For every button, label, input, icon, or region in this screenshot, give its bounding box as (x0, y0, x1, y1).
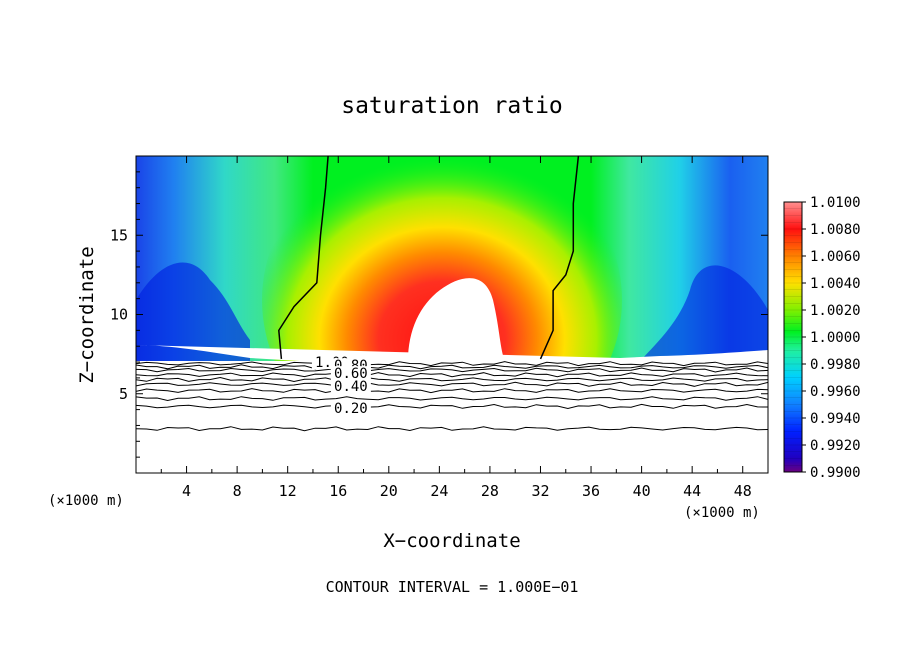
x-tick-label: 20 (380, 482, 398, 500)
contour-line (136, 361, 768, 367)
contour-lines-below (136, 361, 768, 432)
contour-line (136, 381, 768, 387)
y-tick-label: 10 (110, 306, 128, 324)
colorbar-label: 0.9960 (810, 384, 861, 400)
x-tick-label: 40 (633, 482, 651, 500)
contour-line (136, 367, 768, 373)
contour-interval-footer: CONTOUR INTERVAL = 1.000E−01 (326, 578, 579, 596)
x-tick-label: 16 (329, 482, 347, 500)
colorbar-fill (784, 202, 802, 472)
x-tick-label: 12 (279, 482, 297, 500)
colorbar-label: 1.0060 (810, 249, 861, 265)
colorbar-label: 0.9900 (810, 465, 861, 481)
x-tick-label: 44 (683, 482, 701, 500)
x-unit-right: (×1000 m) (684, 505, 760, 521)
contour-line (136, 426, 768, 432)
x-tick-label: 4 (182, 482, 191, 500)
y-axis-ticks: 5 10 15 (110, 171, 768, 458)
contour-labels: 1.000.800.600.400.20 (311, 355, 371, 417)
x-tick-label: 48 (734, 482, 752, 500)
x-axis-ticks: 4 8 12 16 20 24 28 32 36 40 44 48 (160, 156, 752, 500)
contour-line (136, 388, 768, 394)
x-axis-label: X−coordinate (383, 530, 520, 552)
colorbar-label: 1.0040 (810, 276, 861, 292)
plot-area: 1.000.800.600.400.20 (136, 156, 768, 473)
colorbar-band-lines (784, 208, 802, 466)
contour-line (136, 403, 768, 410)
colorbar-labels: 1.0100 1.0080 1.0060 1.0040 1.0020 1.0000 0.99… (802, 195, 861, 481)
y-tick-label: 5 (119, 385, 128, 403)
cloud-top-edge (136, 345, 768, 361)
contour-label: 0.40 (334, 379, 368, 395)
contour-label-backdrop (330, 401, 371, 416)
contour-line (136, 364, 768, 370)
colorbar-label: 1.0100 (810, 195, 861, 211)
colorbar-label: 1.0000 (810, 330, 861, 346)
contour-label-backdrop (330, 378, 371, 393)
contour-line (136, 396, 768, 402)
unity-contour-right (539, 156, 580, 360)
contour-label: 0.60 (334, 366, 368, 382)
y-tick-label: 15 (110, 226, 128, 244)
x-tick-label: 36 (582, 482, 600, 500)
colorbar-label: 1.0080 (810, 222, 861, 238)
contour-label: 0.20 (334, 401, 368, 417)
colorbar: 1.0100 1.0080 1.0060 1.0040 1.0020 1.0000 0.99… (783, 195, 861, 481)
x-tick-label: 28 (481, 482, 499, 500)
left-dry-patch (136, 262, 250, 361)
right-dry-patch (640, 265, 768, 361)
x-tick-label: 8 (233, 482, 242, 500)
cloud-core-clear-region (408, 278, 505, 361)
contour-label-backdrop (330, 366, 371, 381)
unity-contour-left (278, 156, 329, 359)
colorbar-label: 1.0020 (810, 303, 861, 319)
contour-line (136, 376, 768, 383)
y-axis-label: Z−coordinate (76, 246, 98, 383)
x-tick-label: 32 (531, 482, 549, 500)
colorbar-label: 0.9980 (810, 357, 861, 373)
x-tick-label: 24 (430, 482, 448, 500)
contour-line (136, 372, 768, 378)
colorbar-label: 0.9920 (810, 438, 861, 454)
chart-title: saturation ratio (341, 93, 563, 119)
colorbar-label: 0.9940 (810, 411, 861, 427)
x-unit-left: (×1000 m) (48, 493, 124, 509)
